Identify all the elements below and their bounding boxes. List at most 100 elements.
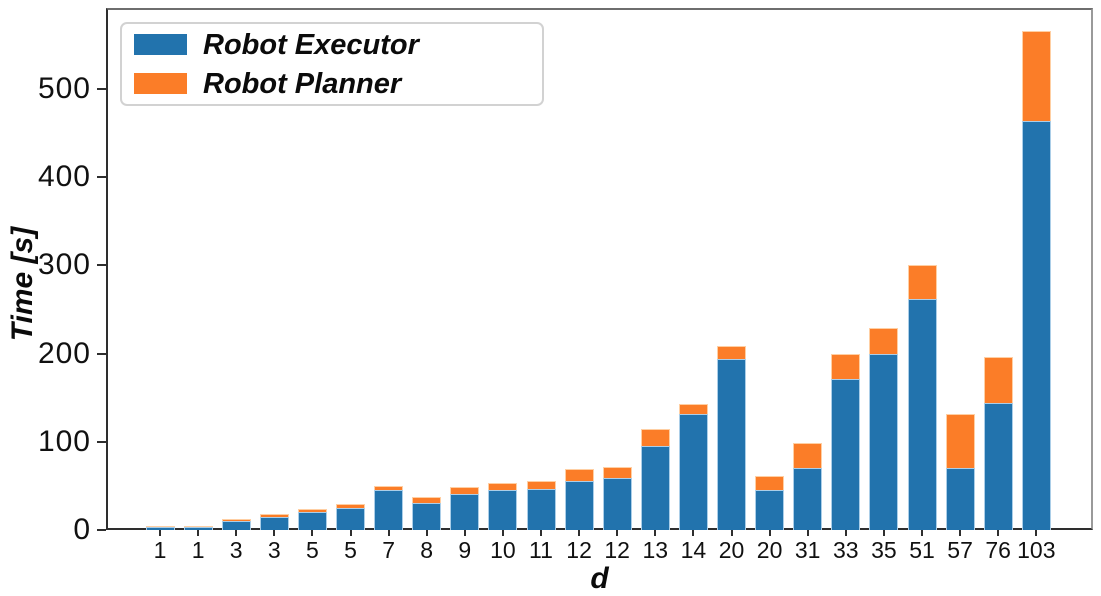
bar-segment-executor xyxy=(297,512,327,530)
y-tick-label: 100 xyxy=(37,424,91,458)
bar-segment-executor xyxy=(145,527,175,530)
x-tick-mark xyxy=(921,530,923,536)
x-tick-label: 5 xyxy=(305,537,319,563)
x-tick-label: 1 xyxy=(191,537,205,563)
x-tick-label: 8 xyxy=(420,537,434,563)
y-tick-mark xyxy=(97,440,106,443)
bar-segment-planner xyxy=(145,526,175,528)
bar-segment-executor xyxy=(336,507,365,530)
x-tick-mark xyxy=(349,530,352,536)
x-tick-label: 9 xyxy=(458,537,472,563)
bar-segment-executor xyxy=(412,502,442,530)
x-tick-mark xyxy=(273,530,276,536)
stacked-bar-d12-11 xyxy=(564,469,594,530)
x-tick-mark xyxy=(425,530,428,536)
x-tick-mark xyxy=(540,530,542,536)
x-tick-mark xyxy=(616,530,619,536)
x-tick-mark xyxy=(768,530,771,536)
bar-segment-executor xyxy=(945,468,975,530)
stacked-bar-d103-23 xyxy=(1021,30,1051,530)
bar-segment-planner xyxy=(945,413,975,469)
x-tick-mark xyxy=(844,530,847,536)
y-tick-mark xyxy=(97,88,106,91)
y-tick-mark xyxy=(97,264,106,267)
y-tick-mark xyxy=(97,529,106,531)
x-tick-label: 3 xyxy=(267,537,281,563)
x-tick-mark xyxy=(311,530,314,536)
x-tick-mark xyxy=(654,530,657,536)
stacked-bar-d13-13 xyxy=(640,428,670,530)
stacked-bar-d8-7 xyxy=(412,497,442,530)
bar-segment-executor xyxy=(983,403,1013,530)
y-tick-mark xyxy=(97,352,106,355)
bar-segment-planner xyxy=(602,466,632,478)
stacked-bar-d76-22 xyxy=(983,357,1013,530)
x-tick-label: 3 xyxy=(229,537,243,563)
x-tick-mark xyxy=(197,530,200,536)
stacked-bar-d20-15 xyxy=(717,345,746,530)
x-tick-mark xyxy=(730,530,733,536)
bar-segment-executor xyxy=(602,477,632,530)
stacked-bar-d9-8 xyxy=(450,486,480,530)
stacked-bar-d5-5 xyxy=(336,503,365,530)
bar-segment-executor xyxy=(831,379,861,530)
stacked-bar-d31-17 xyxy=(793,442,823,530)
bar-segment-planner xyxy=(831,353,861,380)
x-axis-title: d xyxy=(590,562,609,595)
y-tick-label: 300 xyxy=(37,248,91,282)
stacked-bar-d35-19 xyxy=(869,328,899,530)
stacked-bar-d3-3 xyxy=(259,514,289,530)
bar-segment-planner xyxy=(564,469,594,481)
x-tick-mark xyxy=(578,530,581,536)
x-tick-label: 103 xyxy=(1017,537,1056,563)
x-tick-mark xyxy=(463,530,466,536)
bar-segment-executor xyxy=(907,298,937,530)
x-tick-label: 31 xyxy=(794,537,821,563)
legend-label-planner: Robot Planner xyxy=(203,67,402,100)
bar-segment-executor xyxy=(526,489,556,530)
x-tick-label: 20 xyxy=(756,537,783,563)
bar-segment-executor xyxy=(450,493,480,530)
bar-segment-planner xyxy=(678,403,708,415)
x-tick-label: 33 xyxy=(833,537,859,563)
bar-segment-planner xyxy=(717,345,746,359)
stacked-bar-d7-6 xyxy=(374,485,404,530)
x-tick-mark xyxy=(1035,530,1038,536)
x-tick-label: 12 xyxy=(604,537,630,563)
bar-segment-executor xyxy=(717,358,746,530)
bar-segment-planner xyxy=(259,514,289,517)
stacked-bar-d1-1 xyxy=(183,525,213,530)
bar-segment-planner xyxy=(869,328,899,354)
x-tick-mark xyxy=(959,530,962,536)
y-tick-mark xyxy=(97,176,106,179)
bar-segment-executor xyxy=(374,490,404,530)
bar-segment-executor xyxy=(869,353,899,530)
stacked-bar-d3-2 xyxy=(221,518,251,530)
bar-segment-planner xyxy=(1021,30,1051,121)
stacked-bar-d14-14 xyxy=(678,403,708,530)
x-tick-label: 10 xyxy=(490,537,516,563)
stacked-bar-d1-0 xyxy=(145,526,175,530)
bar-segment-planner xyxy=(640,428,670,447)
x-tick-label: 20 xyxy=(718,537,745,563)
bar-segment-planner xyxy=(907,265,937,299)
x-tick-label: 7 xyxy=(382,537,395,563)
bar-segment-planner xyxy=(526,480,556,490)
bar-segment-planner xyxy=(412,497,442,503)
x-tick-mark xyxy=(387,530,390,536)
stacked-bar-d33-18 xyxy=(831,353,861,530)
bar-segment-planner xyxy=(221,518,251,522)
x-tick-mark xyxy=(501,530,504,536)
x-tick-label: 76 xyxy=(985,537,1011,563)
x-tick-label: 13 xyxy=(642,537,669,563)
x-tick-mark xyxy=(882,530,885,536)
stacked-bar-d10-9 xyxy=(488,483,518,530)
x-tick-mark xyxy=(806,530,809,536)
bar-segment-planner xyxy=(793,442,823,469)
stacked-bar-d5-4 xyxy=(297,508,327,530)
bar-segment-executor xyxy=(259,516,289,530)
bar-segment-planner xyxy=(183,525,213,527)
legend-label-executor: Robot Executor xyxy=(203,28,419,61)
x-tick-label: 57 xyxy=(947,537,973,563)
